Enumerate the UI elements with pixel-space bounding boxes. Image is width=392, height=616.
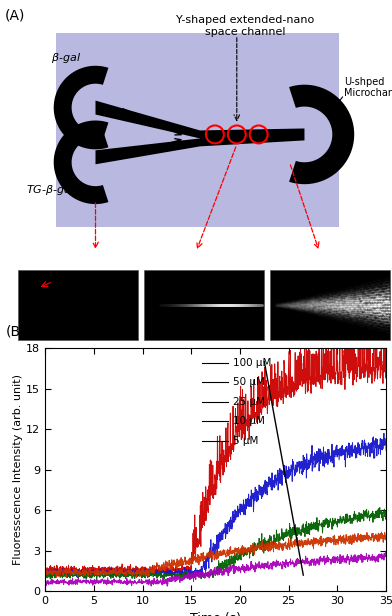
Bar [18,270,138,340]
X-axis label: Time (s): Time (s) [190,612,241,616]
Text: 25 μM: 25 μM [233,397,265,407]
Text: (B): (B) [6,324,26,338]
Polygon shape [200,129,305,147]
Text: 50 μM: 50 μM [233,377,265,387]
Text: U-shped
Microchannel: U-shped Microchannel [344,77,392,99]
Polygon shape [54,66,109,149]
Text: 100 μM: 100 μM [233,358,271,368]
Text: 5 μM: 5 μM [233,436,258,445]
Bar [270,270,390,340]
Y-axis label: Fluoresscence Intensity (arb. unit): Fluoresscence Intensity (arb. unit) [13,374,23,565]
Polygon shape [96,100,200,139]
Text: TG-$\beta$-gal: TG-$\beta$-gal [26,183,75,197]
Text: (A): (A) [5,8,25,22]
Bar [56,33,339,227]
Text: Y-shaped extended-nano
space channel: Y-shaped extended-nano space channel [176,15,314,36]
Polygon shape [54,121,109,204]
Text: $\beta$-gal: $\beta$-gal [51,51,81,65]
Bar [144,270,264,340]
Polygon shape [96,139,200,164]
Text: 10 μM: 10 μM [233,416,265,426]
Polygon shape [289,84,354,184]
